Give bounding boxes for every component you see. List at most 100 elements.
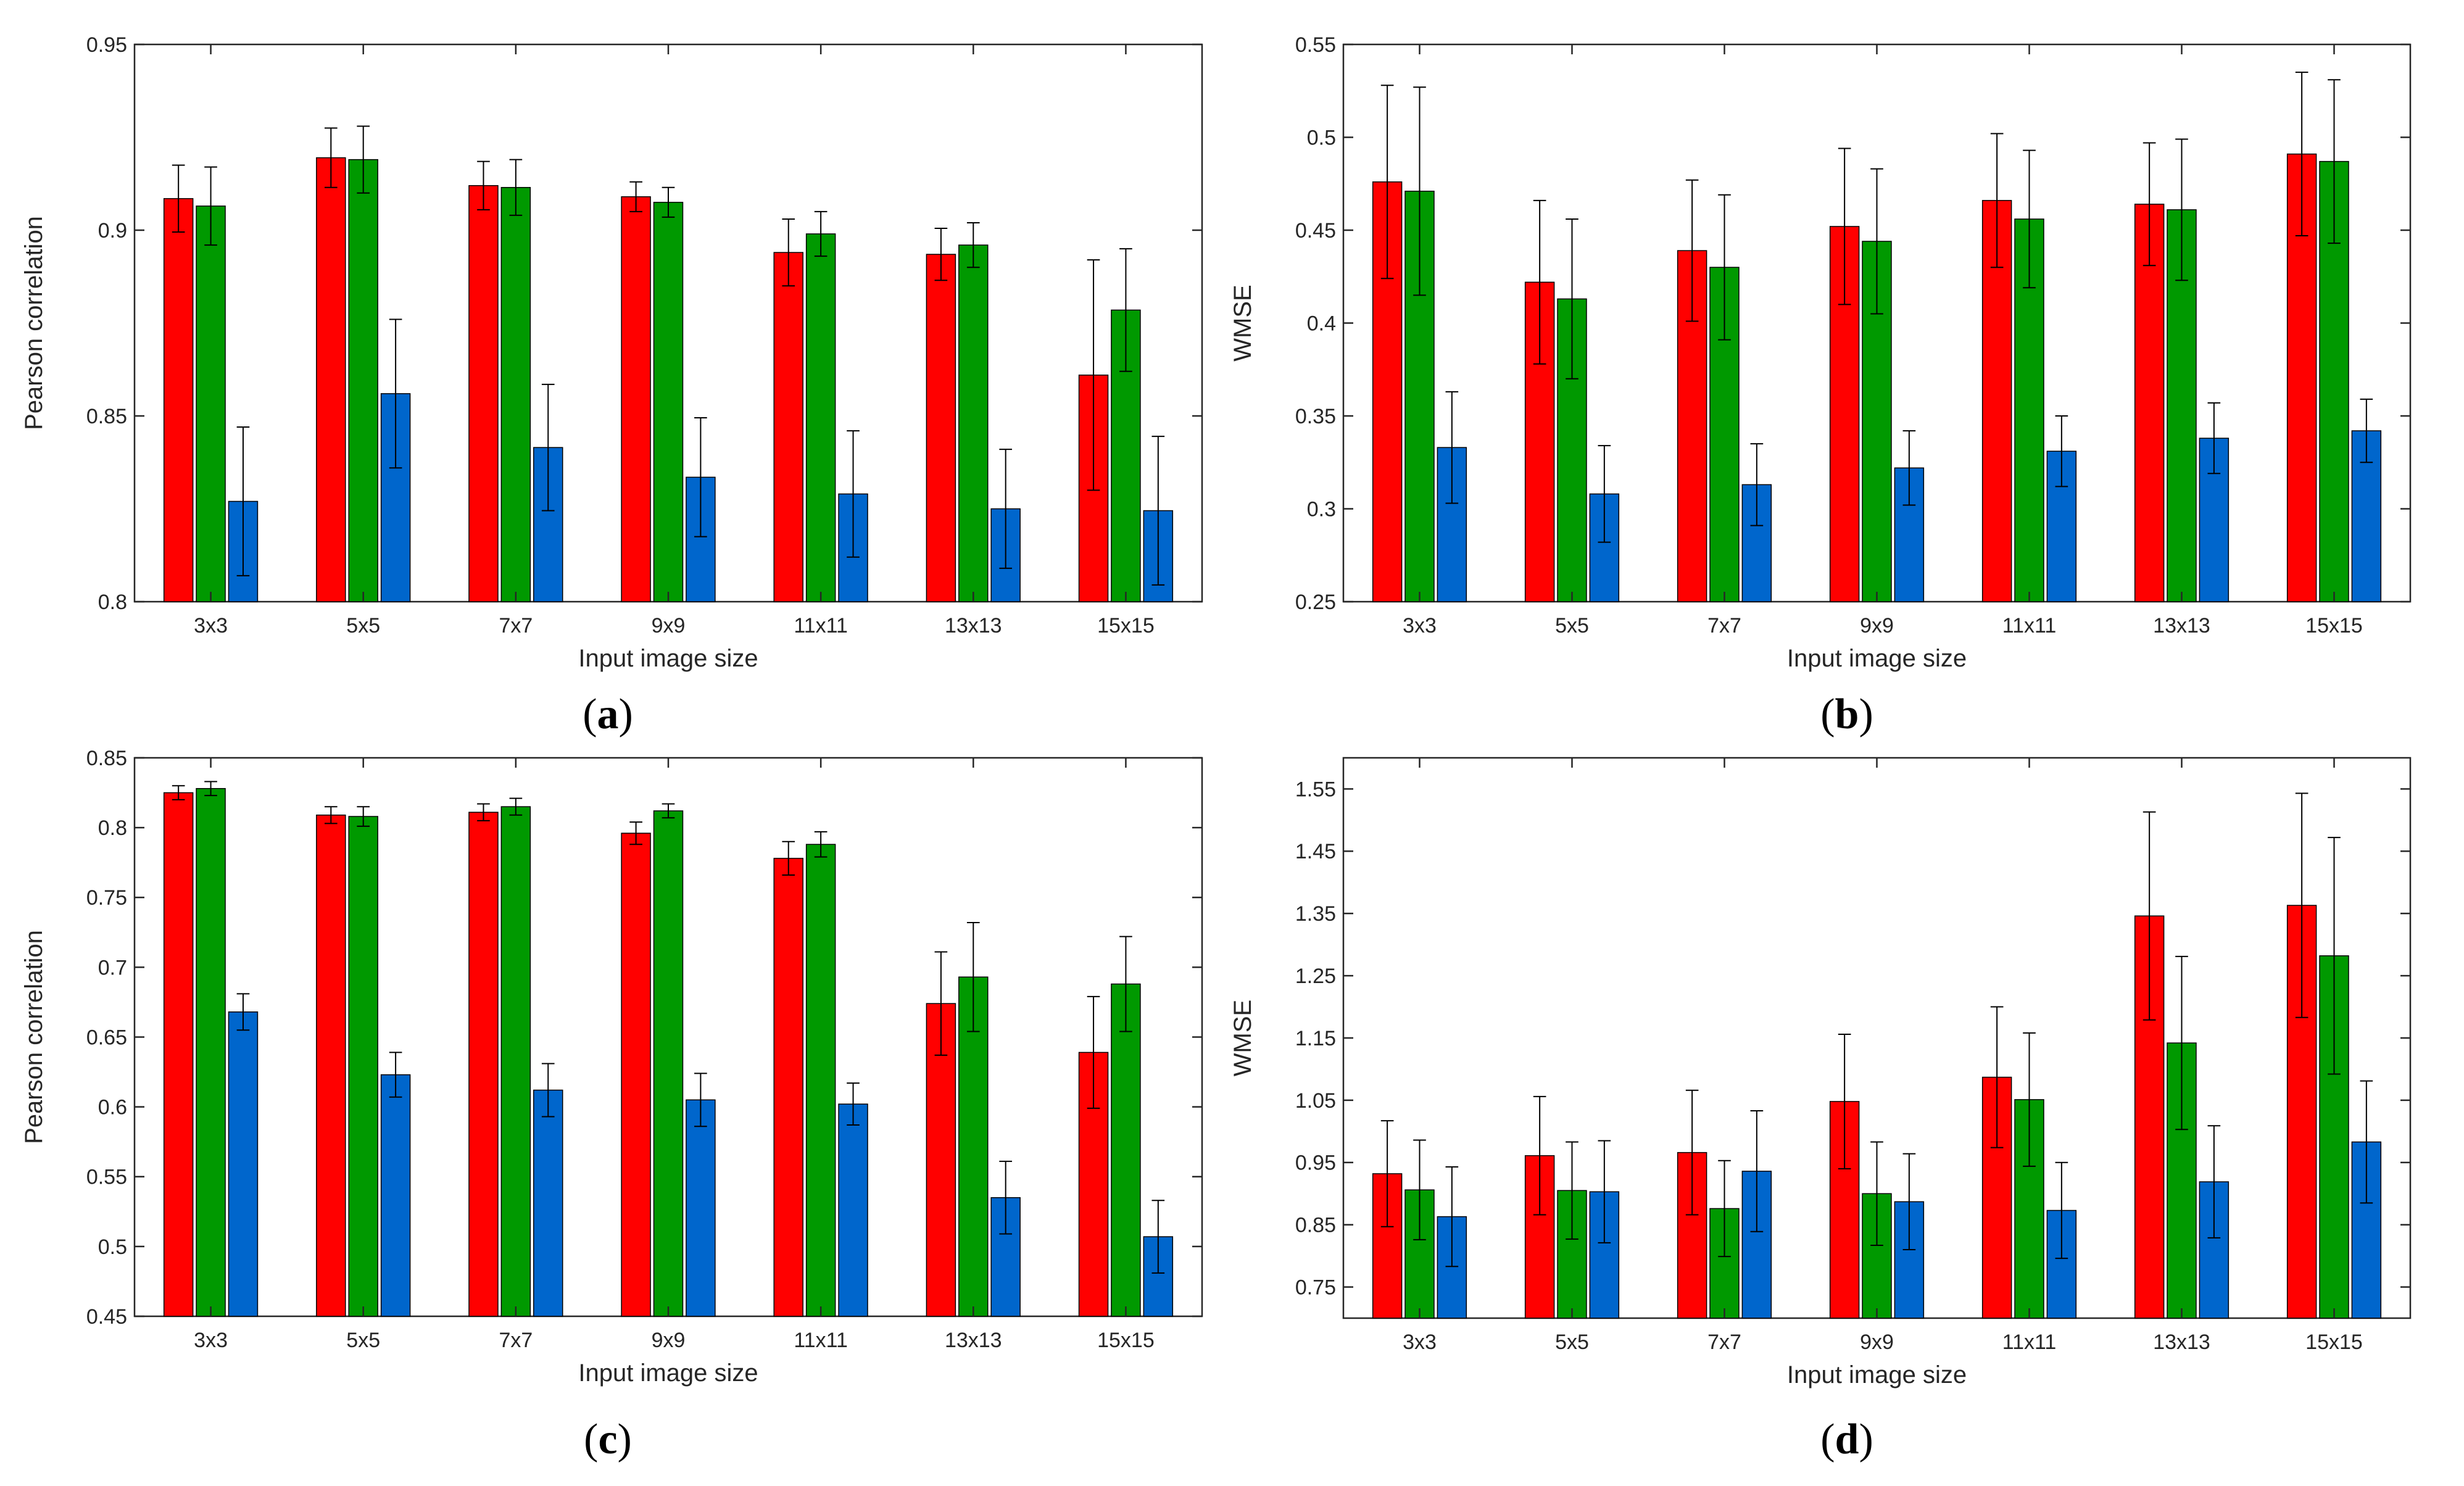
- bar-blue-9x9: [686, 1099, 716, 1317]
- x-tick-label: 13x13: [945, 614, 1002, 637]
- y-tick-label: 0.35: [1295, 405, 1336, 428]
- bar-red-11x11: [773, 252, 803, 602]
- bar-blue-5x5: [380, 1074, 411, 1317]
- x-tick-label: 3x3: [194, 1329, 228, 1352]
- bar-green-3x3: [196, 205, 226, 602]
- bar-green-15x15: [1111, 983, 1141, 1317]
- x-tick-label: 13x13: [2153, 1330, 2210, 1354]
- bar-red-7x7: [468, 811, 499, 1317]
- bar-green-13x13: [958, 976, 989, 1317]
- panel-a: 0.8 0.85 0.9 0.95 3x3 5x5 7x7 9x9 11x11 13x13 15x…: [20, 33, 1203, 738]
- panel-a-x-axis-label: Input image size: [578, 645, 758, 672]
- y-tick-label: 1.45: [1295, 840, 1336, 863]
- panel-c-x-ticks: 3x3 5x5 7x7 9x9 11x11 13x13 15x15: [194, 758, 1155, 1352]
- bar-blue-3x3: [228, 1011, 259, 1317]
- y-tick-label: 1.15: [1295, 1027, 1336, 1050]
- x-tick-label: 15x15: [2305, 614, 2363, 637]
- y-tick-label: 0.85: [86, 405, 127, 428]
- panel-c-y-ticks: 0.45 0.5 0.55 0.6 0.65 0.7 0.75 0.8 0.85: [86, 747, 1202, 1329]
- panel-b-caption: (b): [1820, 691, 1873, 738]
- x-tick-label: 11x11: [794, 1329, 848, 1352]
- bar-red-13x13: [926, 254, 956, 602]
- panel-d-y-axis-label: WMSE: [1229, 1000, 1256, 1076]
- panel-b-y-ticks: 0.25 0.3 0.35 0.4 0.45 0.5 0.55: [1295, 33, 2410, 614]
- bar-green-7x7: [500, 806, 531, 1317]
- y-tick-label: 0.45: [1295, 219, 1336, 243]
- x-tick-label: 11x11: [794, 614, 848, 637]
- bar-red-9x9: [621, 196, 651, 602]
- x-tick-label: 7x7: [499, 614, 533, 637]
- y-tick-label: 0.5: [98, 1235, 127, 1259]
- x-tick-label: 5x5: [1555, 1330, 1589, 1354]
- x-tick-label: 11x11: [2002, 614, 2057, 637]
- bar-red-7x7: [468, 185, 499, 602]
- panel-b-y-axis-label: WMSE: [1229, 284, 1256, 361]
- y-tick-label: 0.9: [98, 219, 127, 243]
- y-tick-label: 0.55: [86, 1166, 127, 1189]
- x-tick-label: 3x3: [1403, 614, 1437, 637]
- y-tick-label: 0.7: [98, 956, 127, 979]
- y-tick-label: 1.25: [1295, 965, 1336, 988]
- x-tick-label: 3x3: [194, 614, 228, 637]
- bar-red-3x3: [163, 198, 194, 602]
- panel-d-bars: [1372, 792, 2382, 1319]
- y-tick-label: 0.25: [1295, 591, 1336, 614]
- panel-a-caption: (a): [583, 691, 633, 738]
- bar-blue-5x5: [1589, 493, 1620, 602]
- bar-green-7x7: [500, 187, 531, 602]
- bar-red-5x5: [316, 815, 346, 1317]
- y-tick-label: 0.4: [1307, 312, 1336, 335]
- panel-d-x-axis-label: Input image size: [1787, 1361, 1967, 1388]
- y-tick-label: 0.85: [86, 747, 127, 770]
- panel-c-x-axis-label: Input image size: [578, 1359, 758, 1387]
- bar-red-9x9: [621, 832, 651, 1317]
- x-tick-label: 5x5: [346, 1329, 380, 1352]
- y-tick-label: 0.55: [1295, 33, 1336, 57]
- panel-c-bars: [163, 781, 1174, 1317]
- bar-green-11x11: [805, 233, 836, 602]
- x-tick-label: 9x9: [1860, 1330, 1894, 1354]
- x-tick-label: 15x15: [2305, 1330, 2363, 1354]
- x-tick-label: 15x15: [1097, 614, 1155, 637]
- panel-a-y-axis-label: Pearson correlation: [20, 216, 48, 430]
- y-tick-label: 0.75: [1295, 1276, 1336, 1299]
- y-tick-label: 1.05: [1295, 1089, 1336, 1113]
- x-tick-label: 7x7: [499, 1329, 533, 1352]
- bar-green-9x9: [653, 810, 684, 1317]
- panel-a-x-ticks: 3x3 5x5 7x7 9x9 11x11 13x13 15x15: [194, 44, 1155, 637]
- y-tick-label: 0.65: [86, 1026, 127, 1049]
- x-tick-label: 9x9: [652, 1329, 686, 1352]
- x-tick-label: 3x3: [1403, 1330, 1437, 1354]
- y-tick-label: 1.35: [1295, 902, 1336, 926]
- bar-green-9x9: [653, 202, 684, 602]
- x-tick-label: 7x7: [1707, 614, 1741, 637]
- bar-green-13x13: [958, 244, 989, 602]
- y-tick-label: 0.95: [1295, 1152, 1336, 1175]
- x-tick-label: 13x13: [945, 1329, 1002, 1352]
- panel-c-caption: (c): [584, 1416, 632, 1463]
- panel-a-bars: [163, 125, 1174, 602]
- bar-green-3x3: [196, 788, 226, 1317]
- x-tick-label: 9x9: [1860, 614, 1894, 637]
- y-tick-label: 0.85: [1295, 1214, 1336, 1237]
- y-tick-label: 0.8: [98, 591, 127, 614]
- x-tick-label: 11x11: [2002, 1330, 2057, 1354]
- x-tick-label: 7x7: [1707, 1330, 1741, 1354]
- bar-blue-11x11: [838, 1103, 868, 1317]
- bar-blue-7x7: [533, 1089, 563, 1317]
- bar-red-5x5: [316, 157, 346, 602]
- x-tick-label: 15x15: [1097, 1329, 1155, 1352]
- panel-d-x-ticks: 3x3 5x5 7x7 9x9 11x11 13x13 15x15: [1403, 758, 2363, 1354]
- panel-c-y-axis-label: Pearson correlation: [20, 930, 48, 1144]
- y-tick-label: 0.6: [98, 1096, 127, 1119]
- bar-red-11x11: [773, 858, 803, 1317]
- y-tick-label: 0.5: [1307, 126, 1336, 149]
- panel-d: 0.75 0.85 0.95 1.05 1.15 1.25 1.35 1.45 1.55 3x3…: [1229, 757, 2412, 1463]
- x-tick-label: 5x5: [1555, 614, 1589, 637]
- panel-b-bars: [1372, 72, 2382, 602]
- panel-b: 0.25 0.3 0.35 0.4 0.45 0.5 0.55 3x3 5x5 7x7 9x9 11…: [1229, 33, 2412, 738]
- x-tick-label: 5x5: [346, 614, 380, 637]
- bar-green-11x11: [805, 844, 836, 1317]
- panel-d-y-ticks: 0.75 0.85 0.95 1.05 1.15 1.25 1.35 1.45 1.55: [1295, 778, 2410, 1299]
